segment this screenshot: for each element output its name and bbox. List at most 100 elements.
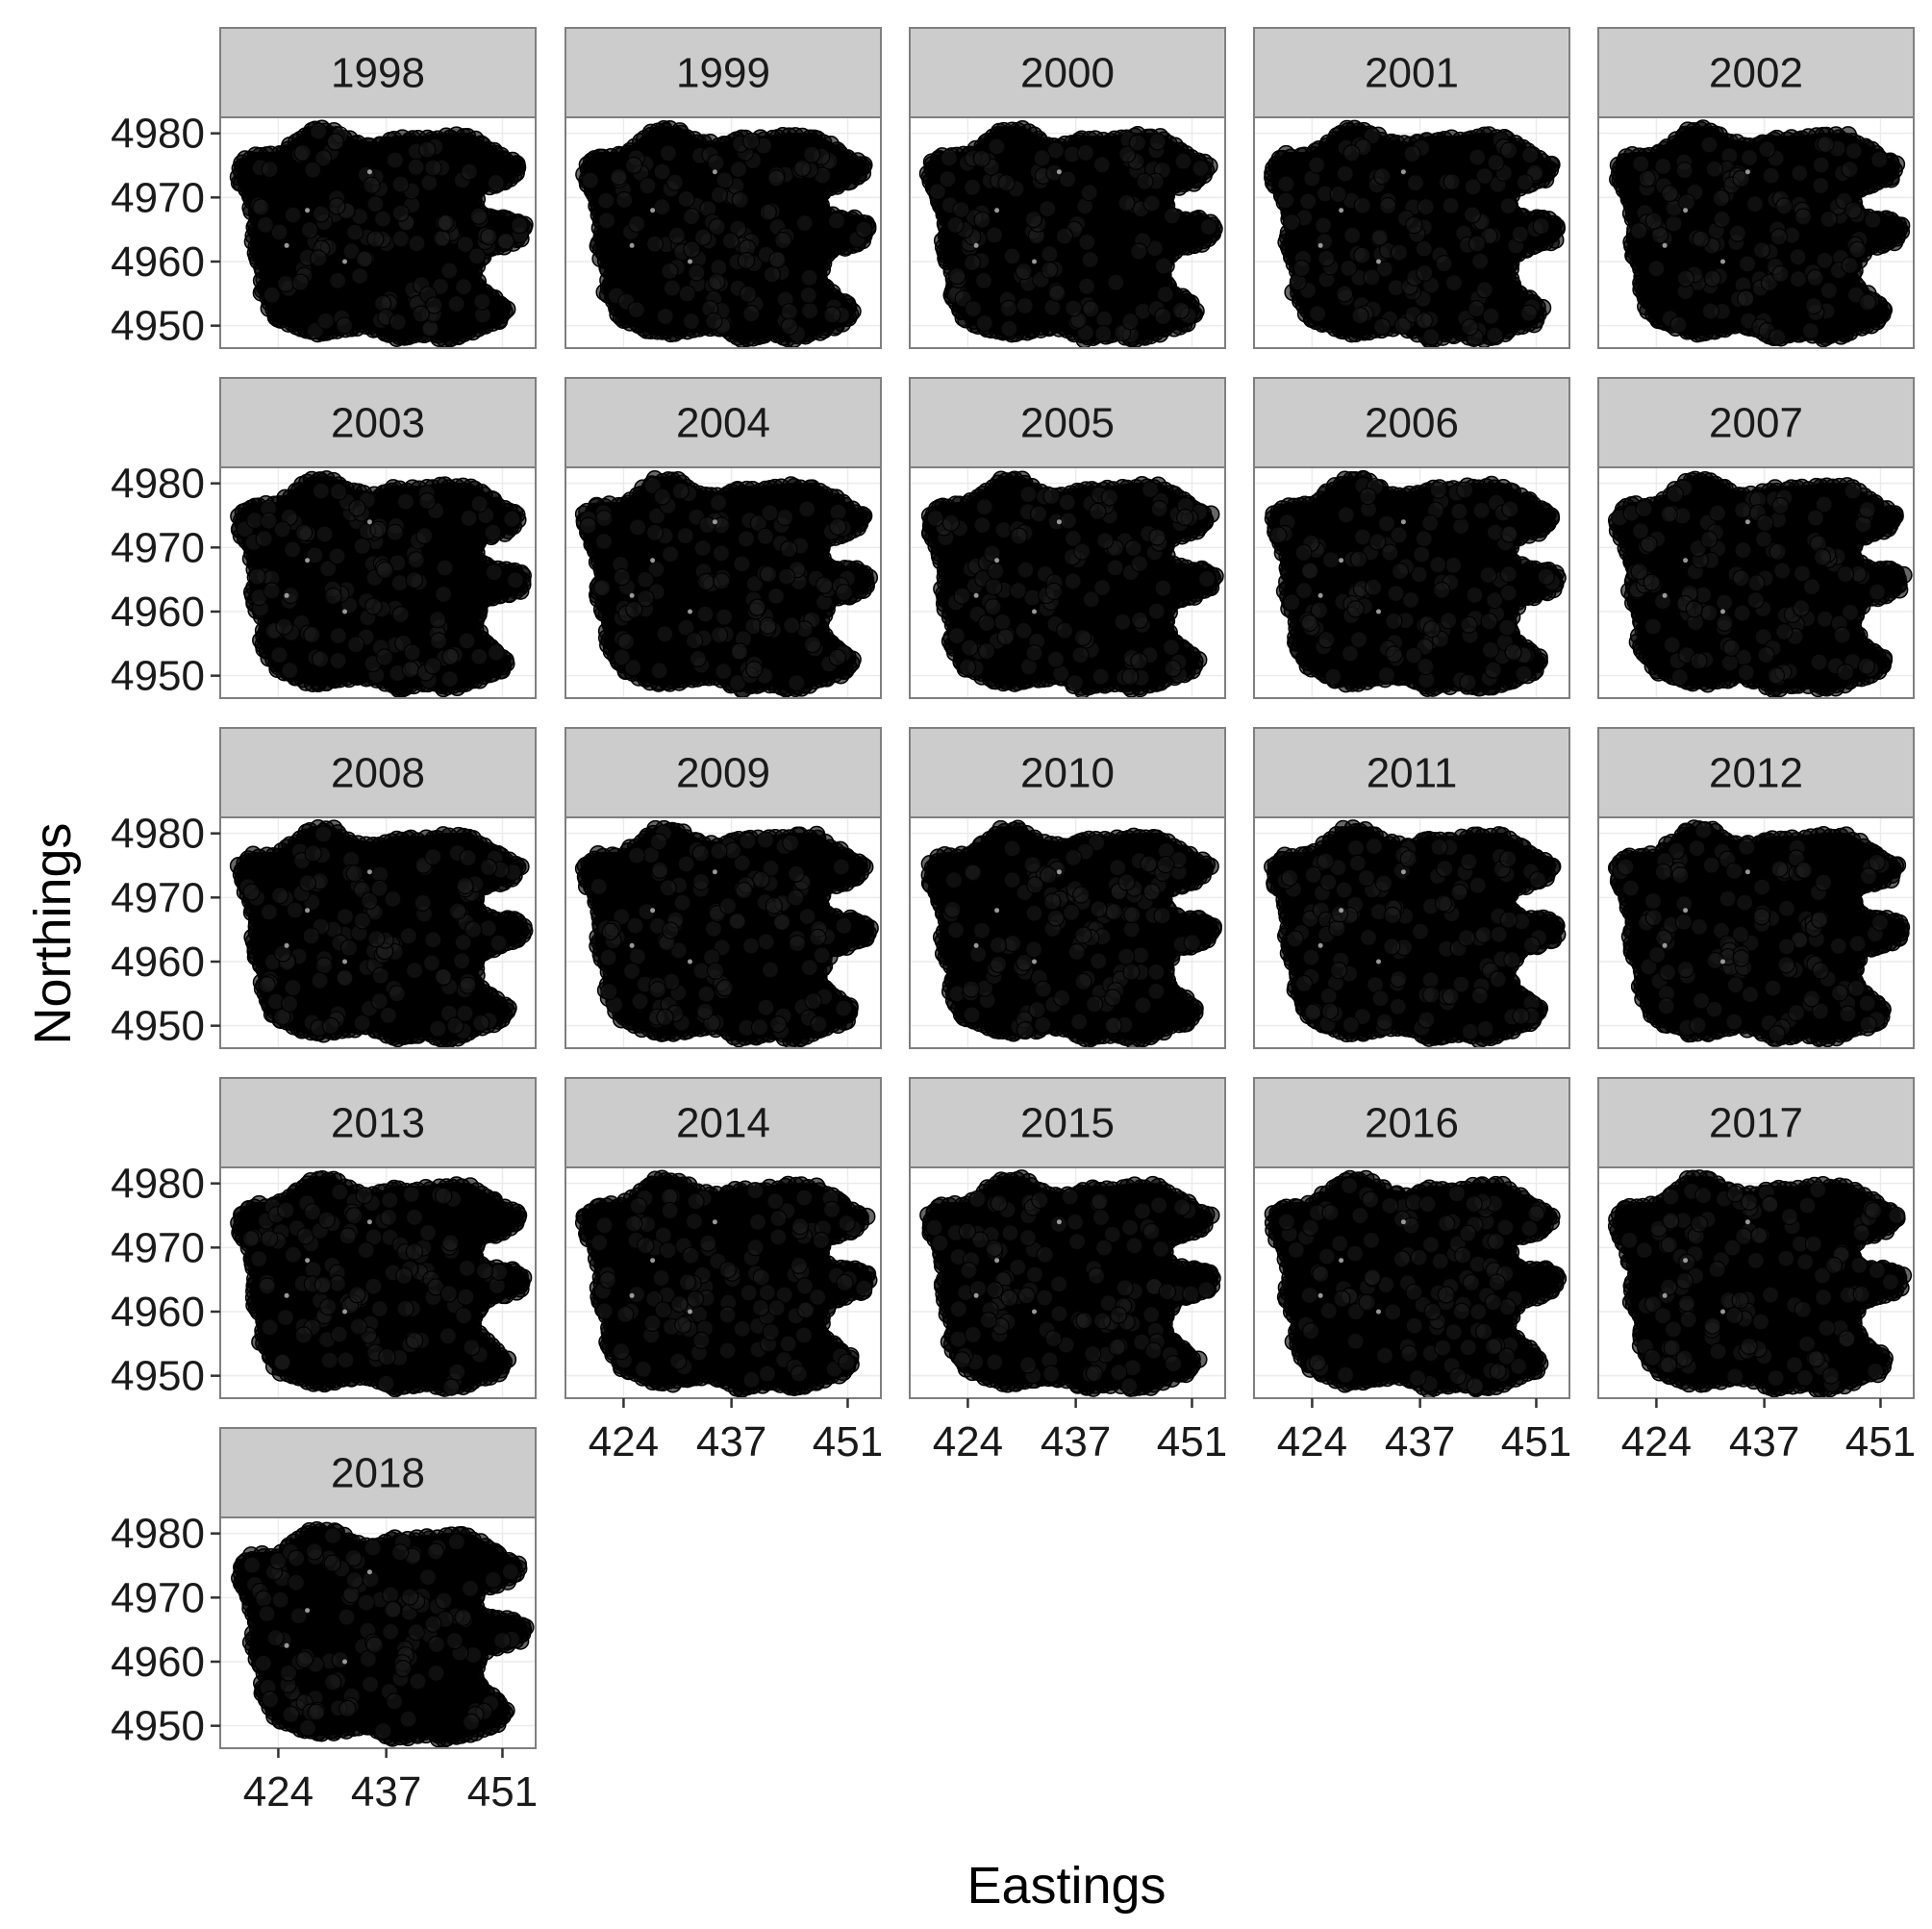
data-point — [1336, 285, 1354, 303]
data-point — [1353, 246, 1371, 264]
data-point — [1046, 141, 1066, 160]
data-point — [1147, 982, 1166, 1001]
data-point — [1055, 621, 1074, 639]
data-point — [1156, 285, 1174, 304]
data-point — [1074, 972, 1092, 991]
data-point — [458, 632, 476, 650]
data-point — [1164, 660, 1182, 678]
point-cloud — [1607, 470, 1913, 698]
facet-panel-2007: 2007 — [1597, 377, 1915, 699]
data-point — [1073, 542, 1091, 561]
panel-border — [1253, 466, 1570, 699]
data-point — [1058, 493, 1076, 512]
data-point — [1716, 614, 1734, 632]
data-point — [759, 565, 778, 584]
data-point — [1336, 164, 1354, 183]
data-point — [800, 959, 818, 977]
data-point — [487, 173, 505, 192]
data-point — [424, 657, 442, 675]
data-point — [489, 934, 508, 952]
data-point — [1055, 227, 1074, 245]
data-point — [1812, 156, 1830, 174]
data-point — [1105, 903, 1123, 921]
point-cloud — [230, 470, 532, 698]
data-point — [375, 648, 394, 666]
point-cloud — [574, 470, 879, 698]
data-point — [303, 625, 321, 644]
data-point — [708, 217, 726, 236]
sparse-gap — [284, 242, 289, 248]
data-point — [487, 643, 506, 662]
data-point — [263, 582, 281, 600]
data-point — [715, 663, 733, 681]
data-point — [261, 161, 279, 179]
data-point — [391, 175, 410, 193]
data-point — [625, 600, 643, 618]
data-point — [763, 265, 781, 284]
data-point — [597, 191, 615, 210]
data-point — [1372, 317, 1392, 336]
data-point — [813, 946, 831, 964]
data-point — [712, 544, 731, 563]
data-point — [696, 605, 715, 623]
data-point — [1375, 1013, 1393, 1031]
point-cloud — [574, 819, 879, 1048]
data-point — [1150, 499, 1168, 518]
data-point — [366, 230, 385, 248]
data-point — [1522, 936, 1541, 954]
data-point — [1329, 185, 1347, 203]
data-point — [1474, 925, 1493, 944]
data-point — [1197, 569, 1217, 589]
data-point — [574, 859, 593, 878]
data-point — [1089, 502, 1107, 521]
data-point — [1806, 268, 1824, 287]
data-point — [1468, 300, 1486, 318]
panel-border — [909, 116, 1226, 349]
data-point — [1069, 1013, 1089, 1031]
data-point — [996, 628, 1015, 646]
panel-border — [219, 116, 537, 349]
data-point — [1499, 911, 1518, 929]
data-point — [336, 907, 355, 926]
data-point — [631, 992, 649, 1011]
data-point — [1283, 593, 1301, 612]
data-point — [715, 979, 734, 997]
data-point — [479, 858, 498, 877]
data-point — [953, 587, 971, 605]
data-point — [258, 975, 276, 994]
data-point — [745, 575, 764, 593]
data-point — [1130, 554, 1149, 573]
point-cloud — [920, 470, 1224, 698]
data-point — [1003, 871, 1021, 889]
data-point — [367, 930, 386, 948]
data-point — [787, 889, 805, 907]
data-point — [759, 616, 777, 635]
data-point — [1429, 481, 1447, 499]
sparse-gap — [305, 908, 311, 914]
sparse-gap — [1317, 592, 1323, 598]
data-point — [923, 160, 941, 178]
data-point — [1091, 667, 1110, 686]
data-point — [622, 962, 641, 981]
data-point — [1789, 270, 1808, 288]
data-point — [757, 998, 775, 1016]
data-point — [742, 305, 761, 323]
data-point — [302, 927, 320, 945]
data-point — [1363, 127, 1381, 145]
data-point — [418, 491, 437, 511]
data-point — [1183, 934, 1201, 952]
data-point — [1844, 201, 1863, 219]
data-point — [975, 498, 993, 516]
data-point — [983, 544, 1001, 563]
data-point — [673, 893, 691, 912]
data-point — [1156, 856, 1175, 874]
data-point — [940, 149, 959, 167]
data-point — [1371, 990, 1390, 1008]
data-point — [735, 881, 753, 900]
data-point — [1468, 235, 1487, 253]
sparse-gap — [1662, 242, 1668, 248]
data-point — [648, 981, 667, 999]
data-point — [1519, 304, 1539, 322]
data-point — [1487, 154, 1505, 172]
data-point — [695, 1002, 715, 1020]
